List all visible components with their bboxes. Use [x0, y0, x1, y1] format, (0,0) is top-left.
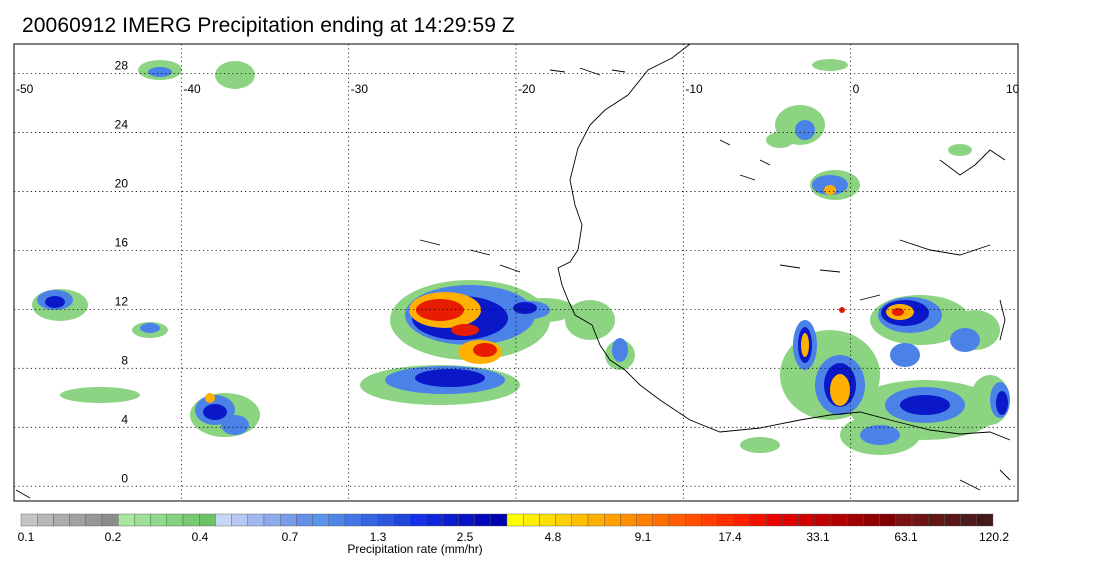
colorbar-swatch: [20, 513, 38, 527]
colorbar-swatch: [85, 513, 103, 527]
colorbar-swatch: [442, 513, 459, 527]
colorbar: [20, 513, 994, 527]
colorbar-tick-label: 0.4: [192, 530, 209, 544]
lat-label: 12: [115, 294, 129, 308]
colorbar-swatch: [377, 513, 394, 527]
colorbar-swatch: [474, 513, 492, 527]
colorbar-swatch: [928, 513, 945, 527]
colorbar-swatch: [636, 513, 653, 527]
colorbar-swatch: [53, 513, 70, 527]
colorbar-swatch: [814, 513, 832, 527]
colorbar-swatch: [101, 513, 119, 527]
colorbar-tick-label: 0.7: [282, 530, 299, 544]
colorbar-swatch: [976, 513, 994, 527]
colorbar-swatch: [231, 513, 249, 527]
lon-label: 10: [1006, 82, 1020, 96]
colorbar-swatch: [490, 513, 508, 527]
colorbar-swatch: [895, 513, 913, 527]
colorbar-swatch: [506, 513, 524, 527]
graticule: [14, 44, 1018, 501]
colorbar-swatch: [182, 513, 200, 527]
colorbar-swatch: [782, 513, 799, 527]
colorbar-tick-label: 0.2: [105, 530, 122, 544]
longitude-labels: -50 -40 -30 -20 -10 0 10: [16, 82, 1020, 96]
colorbar-swatch: [555, 513, 572, 527]
colorbar-swatch: [539, 513, 556, 527]
lat-label: 20: [115, 176, 129, 190]
colorbar-swatch: [393, 513, 411, 527]
colorbar-swatch: [571, 513, 589, 527]
lon-label: 0: [853, 82, 860, 96]
colorbar-tick-label: 0.1: [18, 530, 35, 544]
colorbar-swatch: [280, 513, 297, 527]
colorbar-swatch: [37, 513, 54, 527]
colorbar-swatch: [523, 513, 540, 527]
colorbar-tick-label: 2.5: [457, 530, 474, 544]
colorbar-swatch: [425, 513, 443, 527]
colorbar-swatch: [134, 513, 151, 527]
colorbar-swatch: [247, 513, 265, 527]
colorbar-tick-label: 9.1: [635, 530, 652, 544]
colorbar-swatch: [344, 513, 362, 527]
colorbar-swatch: [296, 513, 313, 527]
colorbar-tick-label: 4.8: [545, 530, 562, 544]
colorbar-swatch: [847, 513, 864, 527]
colorbar-swatch: [701, 513, 718, 527]
colorbar-tick-labels: 0.1 0.2 0.4 0.7 1.3 2.5 4.8 9.1 17.4 33.1 63.1 120.…: [18, 530, 1010, 544]
colorbar-swatch: [879, 513, 896, 527]
colorbar-swatch: [911, 513, 929, 527]
colorbar-swatch: [263, 513, 281, 527]
colorbar-swatch: [798, 513, 815, 527]
colorbar-tick-label: 33.1: [806, 530, 830, 544]
lat-label: 28: [115, 58, 129, 72]
colorbar-swatch: [944, 513, 961, 527]
colorbar-swatch: [604, 513, 621, 527]
colorbar-swatch: [685, 513, 702, 527]
colorbar-swatch: [652, 513, 670, 527]
colorbar-swatch: [749, 513, 767, 527]
colorbar-swatch: [150, 513, 168, 527]
colorbar-swatch: [863, 513, 880, 527]
colorbar-swatch: [361, 513, 378, 527]
colorbar-tick-label: 120.2: [979, 530, 1009, 544]
lat-label: 0: [121, 471, 128, 485]
colorbar-swatch: [458, 513, 475, 527]
lat-label: 8: [121, 353, 128, 367]
lat-label: 24: [115, 117, 129, 131]
colorbar-swatch: [620, 513, 637, 527]
precipitation-field: [32, 59, 1010, 455]
colorbar-tick-label: 63.1: [894, 530, 918, 544]
colorbar-swatch: [312, 513, 330, 527]
lon-label: -50: [16, 82, 34, 96]
colorbar-swatch: [960, 513, 977, 527]
colorbar-swatch: [117, 513, 135, 527]
colorbar-tick-label: 1.3: [370, 530, 387, 544]
colorbar-swatch: [69, 513, 86, 527]
lon-label: -10: [685, 82, 703, 96]
colorbar-swatch: [733, 513, 751, 527]
colorbar-swatch: [830, 513, 848, 527]
colorbar-swatch: [717, 513, 734, 527]
colorbar-swatch: [198, 513, 216, 527]
colorbar-label: Precipitation rate (mm/hr): [347, 542, 482, 556]
map-title: 20060912 IMERG Precipitation ending at 1…: [22, 14, 515, 37]
colorbar-swatch: [328, 513, 346, 527]
colorbar-swatch: [587, 513, 605, 527]
colorbar-swatch: [409, 513, 427, 527]
lon-label: -40: [183, 82, 201, 96]
lon-label: -20: [518, 82, 536, 96]
lat-label: 16: [115, 235, 129, 249]
colorbar-swatch: [766, 513, 783, 527]
lat-label: 4: [121, 412, 128, 426]
colorbar-swatch: [668, 513, 686, 527]
colorbar-tick-label: 17.4: [718, 530, 742, 544]
lon-label: -30: [351, 82, 369, 96]
latitude-labels: 0 4 8 12 16 20 24 28: [115, 58, 129, 485]
colorbar-swatch: [215, 513, 232, 527]
colorbar-swatch: [166, 513, 184, 527]
